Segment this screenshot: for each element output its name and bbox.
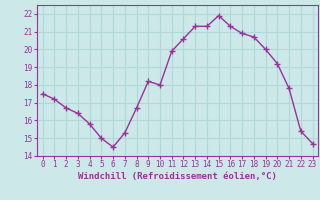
X-axis label: Windchill (Refroidissement éolien,°C): Windchill (Refroidissement éolien,°C)	[78, 172, 277, 181]
